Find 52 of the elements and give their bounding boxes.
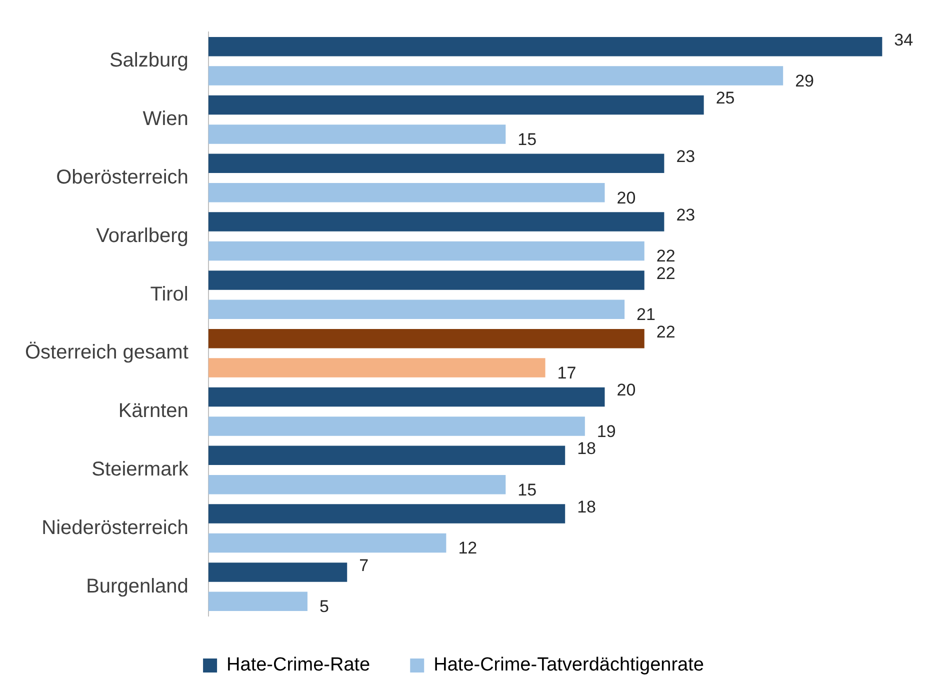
- bar: [208, 241, 644, 261]
- bar: [208, 446, 566, 466]
- bar: [208, 270, 644, 290]
- data-label: 21: [636, 305, 656, 324]
- data-label: 18: [577, 439, 596, 458]
- data-label: 22: [656, 322, 676, 342]
- y-tick-label: Vorarlberg: [96, 224, 188, 247]
- data-label: 15: [518, 480, 537, 500]
- bar: [208, 474, 506, 494]
- data-label: 20: [616, 188, 636, 208]
- bar: [208, 504, 566, 524]
- data-label: 18: [577, 497, 596, 516]
- data-label: 19: [596, 422, 616, 441]
- data-label: 25: [716, 88, 735, 108]
- bar: [208, 562, 348, 582]
- bar: [208, 66, 784, 86]
- y-tick-label: Salzburg: [109, 50, 188, 72]
- data-label: 5: [319, 597, 329, 616]
- bar: [208, 212, 664, 232]
- y-tick-label: Steiermark: [92, 458, 190, 481]
- data-label: 23: [676, 147, 696, 166]
- bar: [208, 328, 644, 348]
- data-label: 22: [656, 264, 676, 283]
- bar: [208, 182, 605, 202]
- data-label: 15: [518, 130, 537, 149]
- legend-label: Hate-Crime-Tatverdächtigenrate: [434, 654, 704, 676]
- y-tick-label: Wien: [142, 108, 188, 130]
- data-label: 34: [894, 30, 914, 50]
- y-tick-label: Oberösterreich: [56, 166, 188, 189]
- y-tick-label: Kärnten: [118, 400, 188, 422]
- data-label: 23: [676, 205, 696, 224]
- data-label: 7: [359, 556, 369, 575]
- data-label: 20: [616, 380, 636, 400]
- bar: [208, 358, 546, 378]
- bar: [208, 124, 506, 144]
- data-label: 29: [795, 71, 814, 90]
- bar: [208, 95, 704, 115]
- y-tick-label: Niederösterreich: [42, 516, 188, 539]
- bar: [208, 300, 625, 320]
- bar: [208, 154, 664, 174]
- legend-label: Hate-Crime-Rate: [226, 654, 370, 676]
- bar: [208, 533, 446, 553]
- data-label: 22: [656, 246, 676, 266]
- bar: [208, 592, 308, 612]
- data-label: 17: [557, 363, 576, 382]
- y-tick-label: Burgenland: [86, 575, 188, 598]
- y-tick-label: Österreich gesamt: [25, 342, 189, 364]
- bar: [208, 416, 585, 436]
- data-label: 12: [458, 538, 478, 558]
- bar: [208, 36, 882, 56]
- y-tick-label: Tirol: [150, 283, 188, 306]
- bar: [208, 387, 605, 407]
